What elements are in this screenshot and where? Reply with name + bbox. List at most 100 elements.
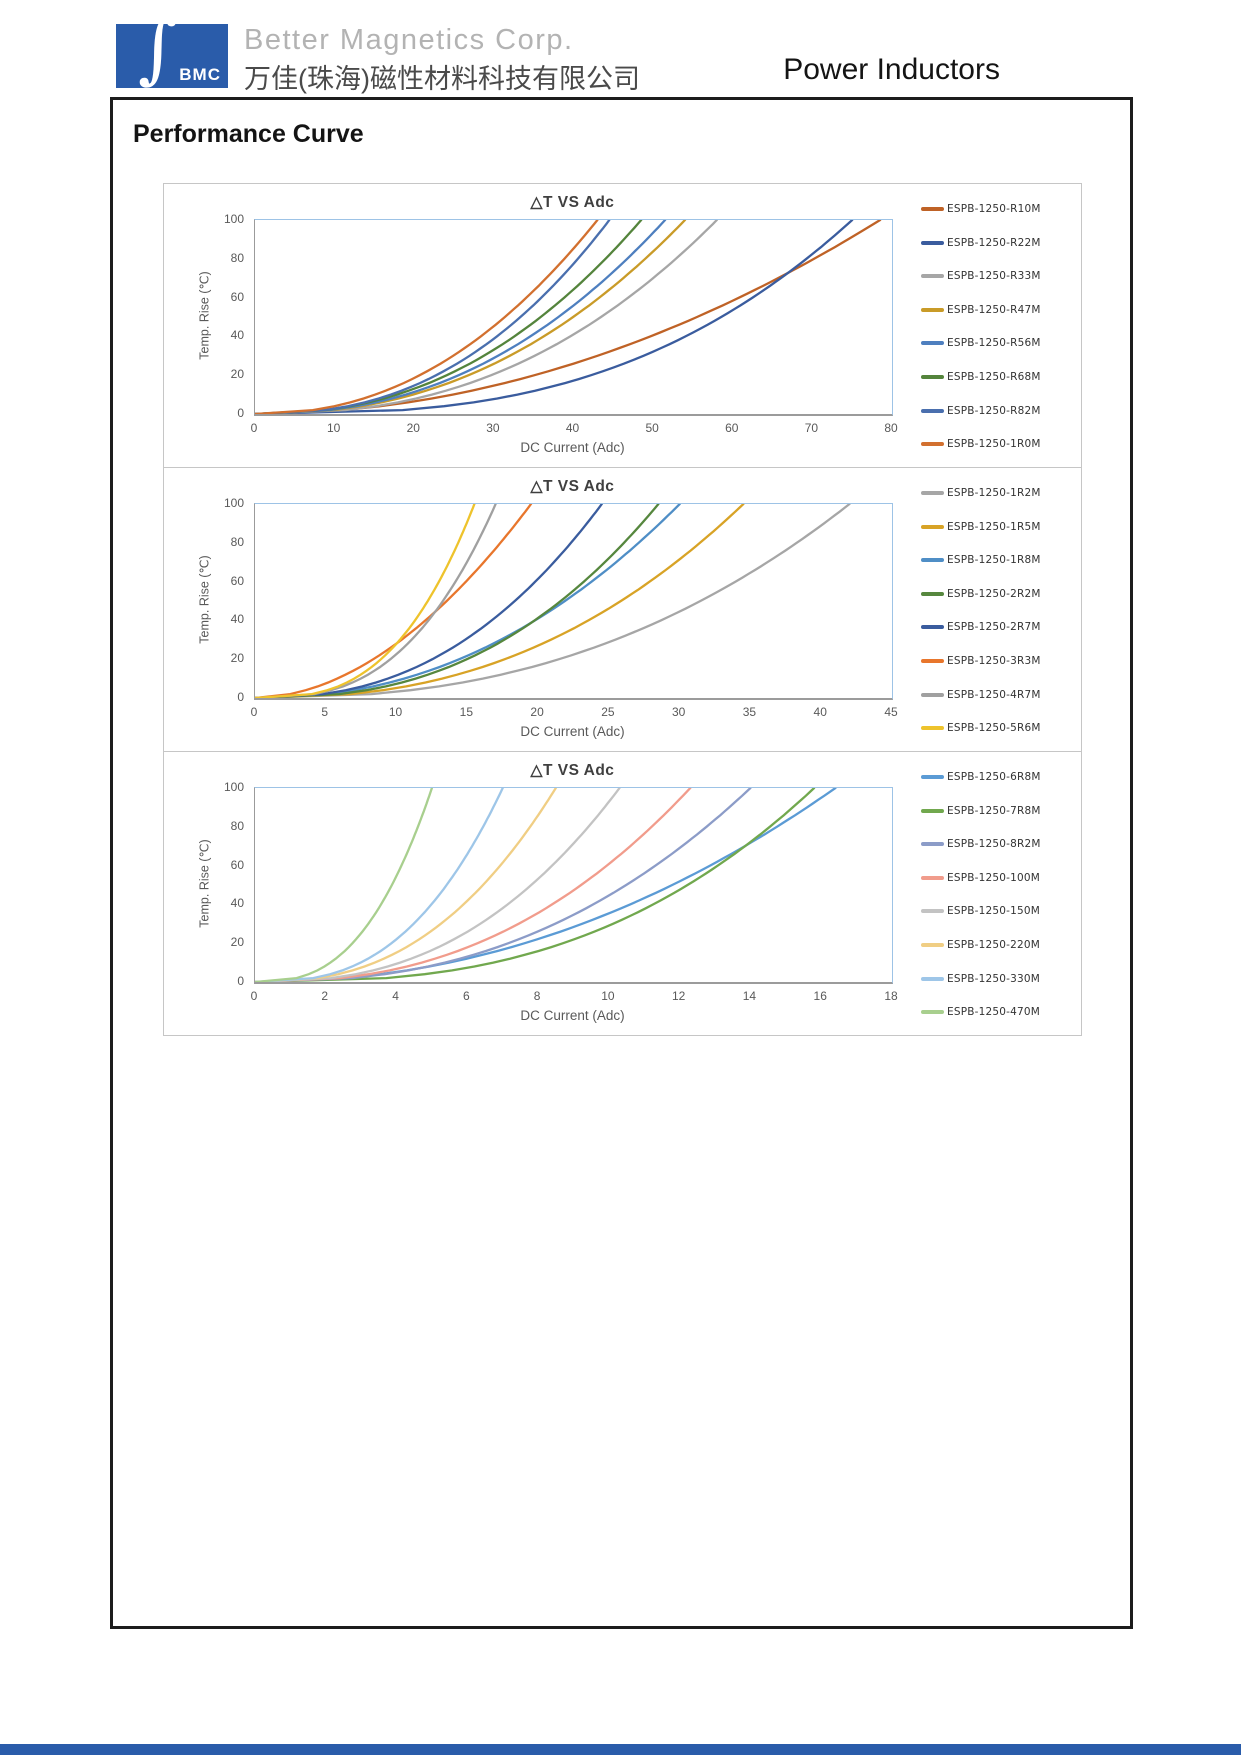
product-category-title: Power Inductors bbox=[783, 53, 1000, 86]
legend-item: ESPB-1250-R47M bbox=[921, 302, 1041, 318]
x-tick: 4 bbox=[392, 989, 399, 1003]
chart-row: △T VS Adc Temp. Rise (℃) 0 20 40 60 80 100 0 10 20… bbox=[164, 184, 1081, 468]
curve-ESPB-1250-R68M bbox=[255, 220, 643, 414]
curve-ESPB-1250-470M bbox=[255, 788, 434, 982]
curve-ESPB-1250-1R5M bbox=[255, 504, 745, 698]
x-tick: 0 bbox=[250, 705, 258, 719]
legend-item: ESPB-1250-1R5M bbox=[921, 519, 1041, 535]
x-tick: 40 bbox=[565, 421, 580, 435]
legend-swatch bbox=[921, 375, 944, 379]
company-name-cn: 万佳(珠海)磁性材料科技有限公司 bbox=[244, 64, 640, 94]
company-name-en: Better Magnetics Corp. bbox=[244, 24, 574, 56]
y-tick: 0 bbox=[237, 406, 244, 420]
y-tick: 0 bbox=[237, 974, 244, 988]
curve-ESPB-1250-R56M bbox=[255, 220, 667, 414]
plot-area bbox=[254, 787, 893, 984]
legend-item: ESPB-1250-6R8M bbox=[921, 769, 1041, 785]
legend-label: ESPB-1250-1R8M bbox=[947, 554, 1041, 567]
x-tick: 10 bbox=[326, 421, 341, 435]
curve-ESPB-1250-1R0M bbox=[255, 220, 599, 414]
legend-label: ESPB-1250-1R0M bbox=[947, 438, 1041, 451]
legend-item: ESPB-1250-R68M bbox=[921, 369, 1041, 385]
legend-swatch bbox=[921, 775, 944, 779]
legend-swatch bbox=[921, 875, 944, 880]
y-tick: 100 bbox=[223, 780, 244, 794]
x-tick: 80 bbox=[884, 421, 898, 435]
x-tick: 18 bbox=[884, 989, 898, 1003]
legend-item: ESPB-1250-R33M bbox=[921, 268, 1041, 284]
legend-swatch bbox=[921, 692, 944, 697]
y-tick: 40 bbox=[230, 328, 244, 343]
x-tick: 10 bbox=[388, 705, 403, 719]
y-tick: 100 bbox=[223, 212, 244, 226]
y-tick: 60 bbox=[230, 857, 244, 872]
legend-item: ESPB-1250-4R7M bbox=[921, 687, 1041, 703]
x-tick: 0 bbox=[250, 989, 258, 1003]
legend-swatch bbox=[921, 1010, 944, 1015]
y-tick: 80 bbox=[230, 250, 244, 265]
plot-area bbox=[254, 503, 893, 700]
legend-swatch bbox=[921, 976, 944, 981]
legend-swatch bbox=[921, 491, 944, 495]
legend-label: ESPB-1250-6R8M bbox=[947, 771, 1041, 783]
legend-label: ESPB-1250-5R6M bbox=[947, 722, 1041, 735]
plot-area bbox=[254, 219, 893, 416]
x-tick: 60 bbox=[725, 421, 739, 435]
legend-swatch bbox=[921, 909, 944, 914]
legend-swatch bbox=[921, 307, 944, 312]
legend-label: ESPB-1250-470M bbox=[947, 1006, 1041, 1019]
legend-label: ESPB-1250-R33M bbox=[947, 270, 1041, 283]
legend-label: ESPB-1250-1R5M bbox=[947, 520, 1041, 533]
x-tick: 14 bbox=[742, 989, 757, 1003]
legend-item: ESPB-1250-470M bbox=[921, 1004, 1040, 1020]
charts-container: △T VS Adc Temp. Rise (℃) 0 20 40 60 80 100 0 10 20… bbox=[163, 183, 1082, 1036]
legend-label: ESPB-1250-R10M bbox=[947, 203, 1041, 215]
legend-item: ESPB-1250-7R8M bbox=[921, 803, 1041, 819]
x-tick: 30 bbox=[671, 705, 686, 719]
y-tick: 80 bbox=[230, 818, 244, 833]
curve-ESPB-1250-5R6M bbox=[255, 504, 476, 698]
x-tick: 20 bbox=[406, 421, 420, 435]
x-tick: 10 bbox=[601, 989, 615, 1003]
x-tick: 8 bbox=[533, 989, 541, 1003]
legend-item: ESPB-1250-R10M bbox=[921, 201, 1041, 217]
legend-item: ESPB-1250-330M bbox=[921, 971, 1040, 987]
legend-swatch bbox=[921, 341, 944, 346]
logo-s-icon: ∫ bbox=[138, 3, 178, 92]
legend-swatch bbox=[921, 558, 944, 563]
chart-title: △T VS Adc bbox=[530, 762, 615, 779]
bmc-logo: ∫ BMC bbox=[116, 10, 228, 88]
curve-ESPB-1250-150M bbox=[255, 788, 621, 982]
legend-label: ESPB-1250-3R3M bbox=[947, 655, 1041, 667]
legend-swatch bbox=[921, 726, 944, 731]
legend-label: ESPB-1250-1R2M bbox=[947, 487, 1041, 499]
legend-item: ESPB-1250-3R3M bbox=[921, 653, 1041, 669]
y-tick: 0 bbox=[237, 690, 244, 704]
x-tick: 30 bbox=[486, 421, 500, 435]
plot-canvas bbox=[255, 220, 882, 414]
curve-ESPB-1250-1R8M bbox=[255, 504, 681, 698]
x-tick: 6 bbox=[462, 989, 470, 1003]
legend-label: ESPB-1250-2R7M bbox=[947, 621, 1041, 634]
legend-label: ESPB-1250-7R8M bbox=[947, 804, 1041, 817]
legend-label: ESPB-1250-R82M bbox=[947, 404, 1041, 417]
plot-canvas bbox=[255, 504, 851, 698]
x-tick: 70 bbox=[804, 421, 819, 435]
legend-item: ESPB-1250-150M bbox=[921, 903, 1040, 919]
curve-ESPB-1250-100M bbox=[255, 788, 692, 982]
legend-item: ESPB-1250-1R2M bbox=[921, 485, 1041, 501]
y-tick: 40 bbox=[230, 896, 244, 911]
curve-ESPB-1250-6R8M bbox=[255, 788, 837, 982]
x-tick: 2 bbox=[321, 989, 329, 1003]
legend-item: ESPB-1250-R56M bbox=[921, 335, 1041, 351]
y-tick: 20 bbox=[230, 367, 244, 382]
footer-accent-bar bbox=[0, 1744, 1241, 1755]
legend-label: ESPB-1250-8R2M bbox=[947, 838, 1041, 851]
curve-ESPB-1250-2R2M bbox=[255, 504, 660, 698]
legend-swatch bbox=[921, 591, 944, 596]
chart-title: △T VS Adc bbox=[530, 478, 615, 495]
legend-label: ESPB-1250-R22M bbox=[947, 236, 1041, 249]
curve-ESPB-1250-8R2M bbox=[255, 788, 752, 982]
x-tick: 35 bbox=[742, 705, 757, 719]
curve-ESPB-1250-1R2M bbox=[255, 504, 851, 698]
